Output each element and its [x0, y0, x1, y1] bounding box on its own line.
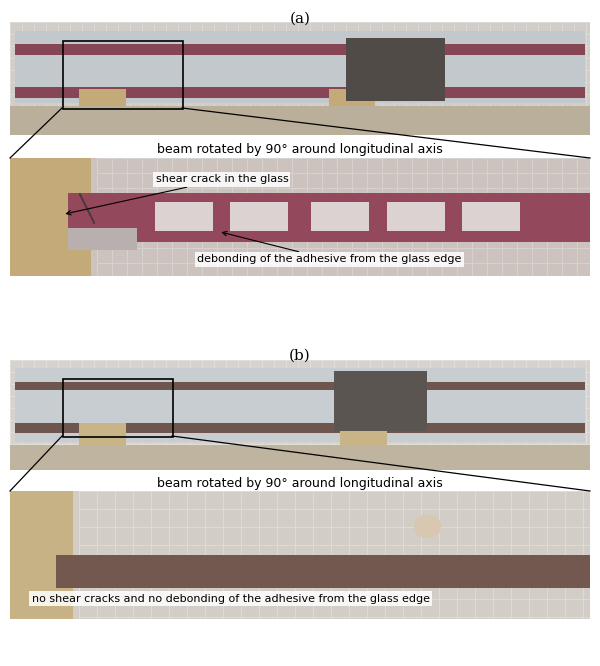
- Text: (a): (a): [290, 12, 311, 26]
- Text: shear crack in the glass: shear crack in the glass: [67, 174, 288, 215]
- Text: beam rotated by 90° around longitudinal axis: beam rotated by 90° around longitudinal …: [157, 143, 443, 155]
- Text: (b): (b): [289, 349, 311, 363]
- Text: beam rotated by 90° around longitudinal axis: beam rotated by 90° around longitudinal …: [157, 478, 443, 490]
- Bar: [62, 41, 182, 109]
- Text: no shear cracks and no debonding of the adhesive from the glass edge: no shear cracks and no debonding of the …: [32, 593, 430, 603]
- Bar: [62, 378, 173, 436]
- Text: debonding of the adhesive from the glass edge: debonding of the adhesive from the glass…: [197, 231, 461, 264]
